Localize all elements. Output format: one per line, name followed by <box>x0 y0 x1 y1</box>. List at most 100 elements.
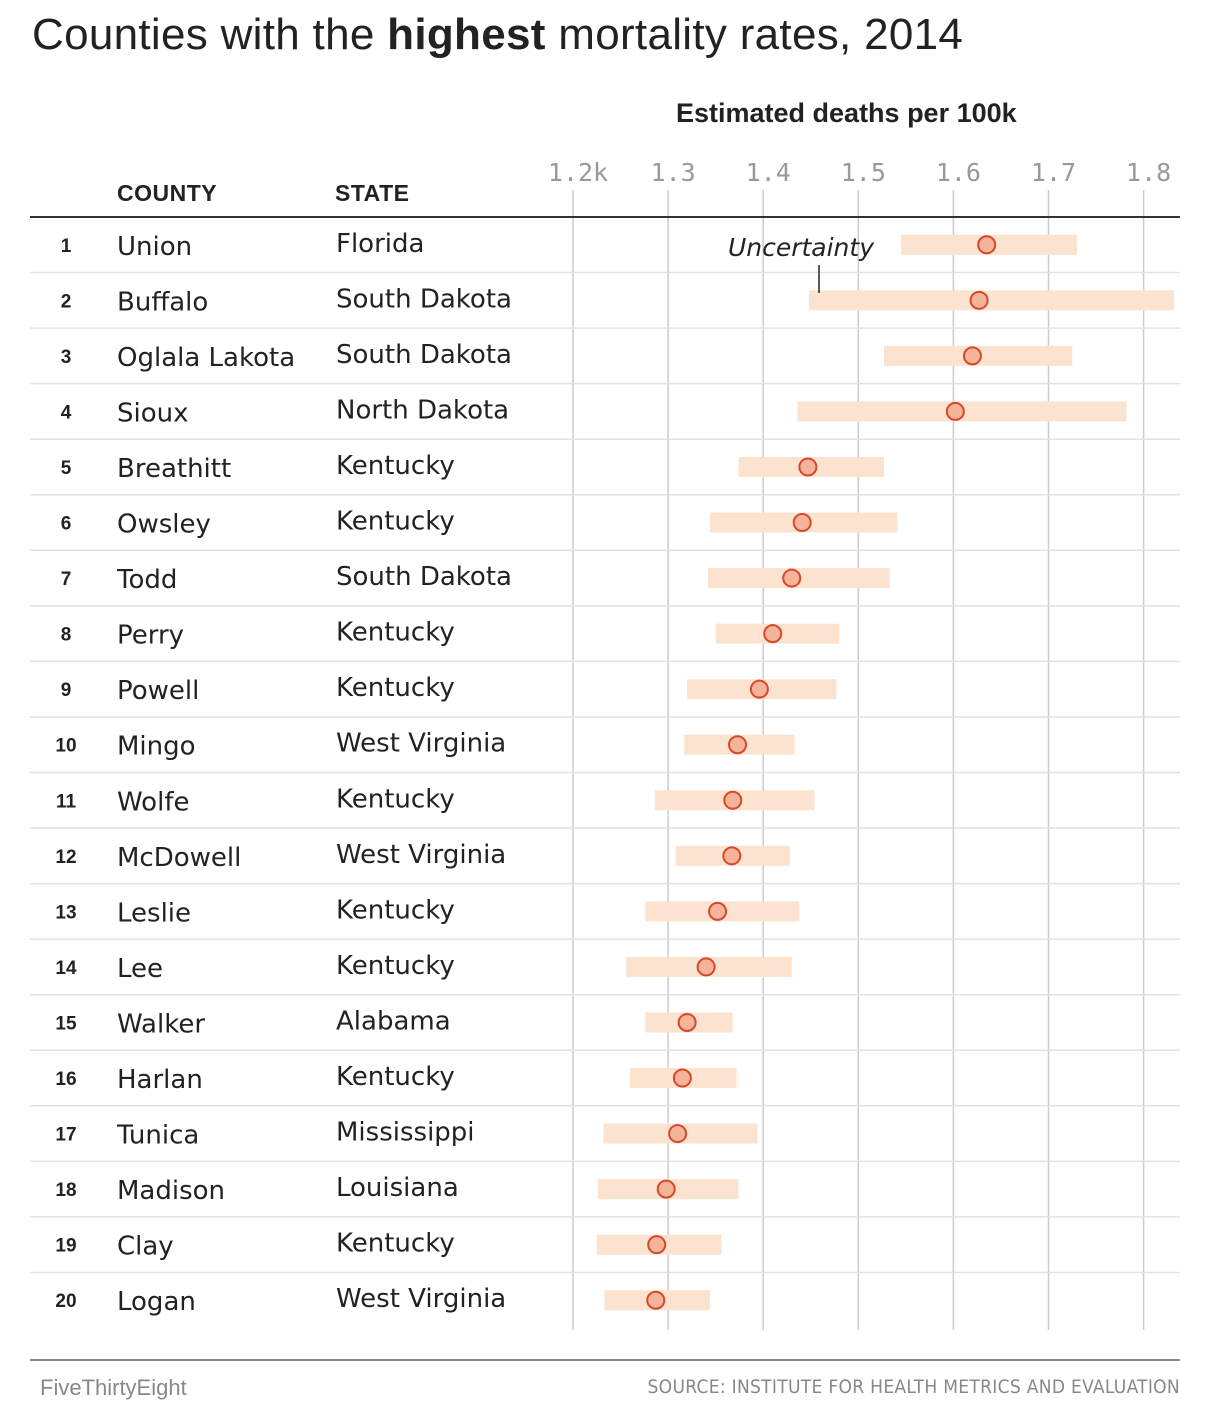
state-label: Kentucky <box>336 618 455 648</box>
county-column-header: COUNTY <box>117 180 218 206</box>
x-axis-title: Estimated deaths per 100k <box>676 98 1017 128</box>
county-label: Madison <box>117 1176 225 1206</box>
county-label: Owsley <box>117 510 211 540</box>
estimate-point <box>763 624 783 644</box>
state-label: Louisiana <box>336 1173 459 1203</box>
county-label: Union <box>117 232 192 262</box>
footer-divider <box>30 1359 1180 1361</box>
state-label: Kentucky <box>336 784 455 814</box>
uncertainty-annotation: Uncertainty <box>728 233 875 262</box>
state-label: Kentucky <box>336 673 455 703</box>
title-prefix: Counties with the <box>32 10 388 59</box>
county-label: Powell <box>117 676 199 706</box>
estimate-point <box>646 1290 666 1310</box>
rank-label: 7 <box>61 569 72 590</box>
state-label: South Dakota <box>336 284 512 314</box>
county-label: Sioux <box>117 398 189 428</box>
rank-label: 17 <box>55 1125 76 1146</box>
county-label: Lee <box>117 954 163 984</box>
x-tick-label: 1.3 <box>651 158 696 187</box>
rank-label: 2 <box>61 291 72 312</box>
rank-label: 19 <box>55 1236 76 1257</box>
county-label: Clay <box>117 1232 174 1262</box>
estimate-point <box>722 846 742 866</box>
estimate-point <box>728 735 748 755</box>
county-label: Todd <box>116 565 177 595</box>
county-label: Perry <box>117 621 184 651</box>
rank-label: 10 <box>55 736 76 757</box>
state-label: West Virginia <box>336 840 506 870</box>
county-label: Harlan <box>117 1065 203 1095</box>
rank-label: 12 <box>55 847 76 868</box>
county-label: Buffalo <box>117 287 208 317</box>
rank-label: 5 <box>61 458 72 479</box>
dot-range-chart: 1.2k 1.3 1.4 1.5 1.6 1.7 1.8 1 Union Florida 2 Buff… <box>30 158 1180 1330</box>
brand-label: FiveThirtyEight <box>40 1375 187 1400</box>
county-label: Leslie <box>117 898 191 928</box>
rank-label: 14 <box>55 958 77 979</box>
state-label: Kentucky <box>336 451 455 481</box>
estimate-point <box>668 1124 688 1144</box>
estimate-point <box>749 679 769 699</box>
estimate-point <box>782 568 802 588</box>
state-label: Kentucky <box>336 951 455 981</box>
estimate-point <box>656 1179 676 1199</box>
estimate-point <box>647 1235 667 1255</box>
chart-title: Counties with the highest mortality rate… <box>32 10 963 60</box>
state-label: South Dakota <box>336 340 512 370</box>
rank-label: 8 <box>61 625 72 646</box>
rank-label: 6 <box>61 514 72 535</box>
county-label: Oglala Lakota <box>117 343 295 373</box>
rank-label: 16 <box>55 1069 76 1090</box>
estimate-point <box>798 457 818 477</box>
state-label: South Dakota <box>336 562 512 592</box>
x-tick-label: 1.2k <box>548 158 608 187</box>
estimate-point <box>708 901 728 921</box>
estimate-point <box>792 513 812 533</box>
county-label: Wolfe <box>117 787 189 817</box>
rank-label: 4 <box>61 402 72 423</box>
rank-label: 3 <box>61 347 72 368</box>
rank-label: 15 <box>55 1013 77 1034</box>
estimate-point <box>962 346 982 366</box>
county-label: Breathitt <box>117 454 231 484</box>
state-label: Kentucky <box>336 895 455 925</box>
county-label: Tunica <box>116 1121 199 1151</box>
rank-label: 20 <box>55 1291 76 1312</box>
state-label: Alabama <box>336 1006 451 1036</box>
rank-label: 1 <box>61 236 72 257</box>
state-label: Florida <box>336 229 424 259</box>
county-label: Walker <box>117 1009 205 1039</box>
state-label: West Virginia <box>336 1284 506 1314</box>
estimate-point <box>945 401 965 421</box>
source-note: SOURCE: INSTITUTE FOR HEALTH METRICS AND… <box>647 1376 1180 1398</box>
state-label: North Dakota <box>336 395 509 425</box>
estimate-point <box>696 957 716 977</box>
x-tick-label: 1.4 <box>746 158 791 187</box>
x-tick-label: 1.6 <box>936 158 981 187</box>
state-label: Kentucky <box>336 507 455 537</box>
state-label: Kentucky <box>336 1229 455 1259</box>
x-tick-label: 1.8 <box>1126 158 1171 187</box>
estimate-point <box>977 235 997 255</box>
state-label: Mississippi <box>336 1118 475 1148</box>
estimate-point <box>672 1068 692 1088</box>
title-emphasis: highest <box>387 10 546 59</box>
x-tick-label: 1.5 <box>841 158 886 187</box>
state-label: Kentucky <box>336 1062 455 1092</box>
uncertainty-band <box>808 290 1175 311</box>
rank-label: 9 <box>61 680 72 701</box>
rank-label: 11 <box>56 791 77 812</box>
rank-label: 13 <box>55 902 76 923</box>
estimate-point <box>969 290 989 310</box>
x-tick-label: 1.7 <box>1031 158 1076 187</box>
estimate-point <box>723 790 743 810</box>
rank-label: 18 <box>55 1180 76 1201</box>
title-suffix: mortality rates, 2014 <box>545 10 964 59</box>
county-label: Mingo <box>117 732 196 762</box>
state-column-header: STATE <box>335 180 410 206</box>
state-label: West Virginia <box>336 729 506 759</box>
county-label: McDowell <box>117 843 241 873</box>
county-label: Logan <box>117 1287 196 1317</box>
estimate-point <box>677 1012 697 1032</box>
